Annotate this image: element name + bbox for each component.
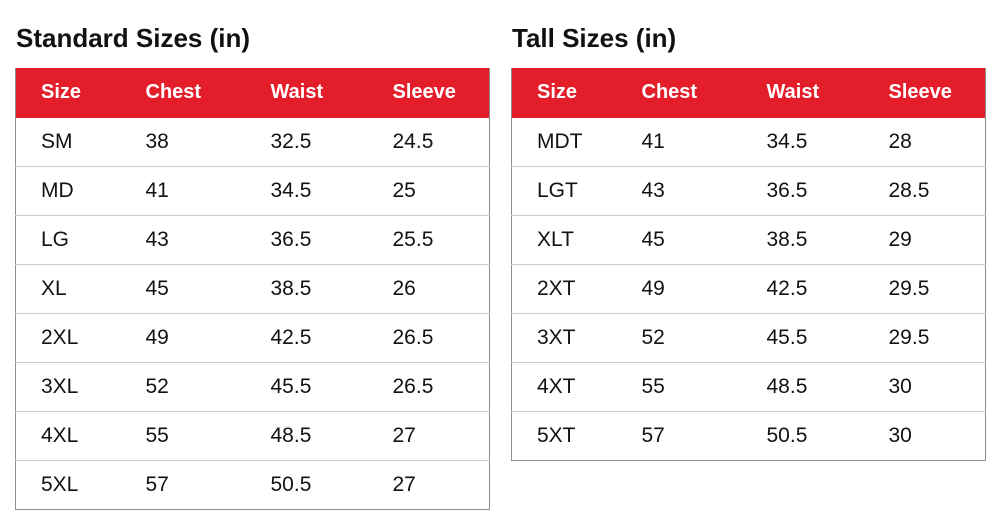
cell-waist: 34.5 bbox=[245, 166, 368, 216]
header-row: Size Chest Waist Sleeve bbox=[511, 67, 986, 118]
table-row: LGT 43 36.5 28.5 bbox=[511, 166, 986, 216]
cell-size: 5XT bbox=[511, 411, 617, 461]
column-header-waist: Waist bbox=[741, 67, 864, 118]
cell-chest: 57 bbox=[616, 411, 742, 461]
tall-sizes-section: Tall Sizes (in) Size Chest Waist Sleeve … bbox=[511, 0, 986, 462]
size-charts: Standard Sizes (in) Size Chest Waist Sle… bbox=[15, 0, 986, 511]
cell-chest: 43 bbox=[120, 215, 246, 265]
cell-sleeve: 26.5 bbox=[367, 313, 490, 363]
cell-size: SM bbox=[41, 130, 73, 154]
table-row: 4XT 55 48.5 30 bbox=[511, 362, 986, 412]
cell-sleeve: 29.5 bbox=[863, 264, 986, 314]
cell-sleeve: 30 bbox=[863, 411, 986, 461]
standard-sizes-title: Standard Sizes (in) bbox=[16, 23, 251, 53]
cell-size: 2XT bbox=[511, 264, 617, 314]
cell-chest: 55 bbox=[616, 362, 742, 412]
cell-size: 4XL bbox=[15, 411, 121, 461]
column-header-waist: Waist bbox=[245, 67, 368, 118]
standard-sizes-section: Standard Sizes (in) Size Chest Waist Sle… bbox=[15, 0, 490, 511]
cell-waist: 36.5 bbox=[741, 166, 864, 216]
table-row: 2XL 49 42.5 26.5 bbox=[15, 313, 490, 363]
cell-size: LG bbox=[15, 215, 121, 265]
cell-waist: 45.5 bbox=[245, 362, 368, 412]
cell-waist: 50.5 bbox=[245, 460, 368, 510]
cell-chest: 49 bbox=[616, 264, 742, 314]
table-row: 3XL 52 45.5 26.5 bbox=[15, 362, 490, 412]
table-header: Size Chest Waist Sleeve bbox=[15, 67, 490, 118]
cell-waist: 34.5 bbox=[766, 130, 808, 154]
cell-sleeve: 25 bbox=[367, 166, 490, 216]
cell-waist: 38.5 bbox=[245, 264, 368, 314]
cell-size: 5XL bbox=[15, 460, 121, 510]
table-row: 4XL 55 48.5 27 bbox=[15, 411, 490, 461]
cell-sleeve: 28 bbox=[888, 130, 912, 154]
cell-waist: 48.5 bbox=[741, 362, 864, 412]
cell-size: 3XL bbox=[15, 362, 121, 412]
cell-sleeve: 29.5 bbox=[863, 313, 986, 363]
cell-size: 3XT bbox=[511, 313, 617, 363]
header-row: Size Chest Waist Sleeve bbox=[15, 67, 490, 118]
cell-sleeve: 24.5 bbox=[392, 130, 434, 154]
table-row: MDT 41 34.5 28 bbox=[512, 118, 986, 167]
tall-sizes-table: Size Chest Waist Sleeve MDT 41 34.5 28 LGT 43… bbox=[511, 67, 986, 462]
column-header-size: Size bbox=[15, 67, 121, 118]
column-header-chest: Chest bbox=[120, 67, 246, 118]
column-header-size: Size bbox=[511, 67, 617, 118]
tall-sizes-title: Tall Sizes (in) bbox=[512, 23, 677, 53]
table-row: 5XL 57 50.5 27 bbox=[15, 460, 490, 510]
cell-sleeve: 28.5 bbox=[863, 166, 986, 216]
cell-size: MD bbox=[15, 166, 121, 216]
cell-chest: 52 bbox=[616, 313, 742, 363]
cell-sleeve: 27 bbox=[367, 460, 490, 510]
cell-waist: 38.5 bbox=[741, 215, 864, 265]
standard-sizes-table: Size Chest Waist Sleeve SM 38 32.5 24.5 MD 41… bbox=[15, 67, 490, 511]
cell-size: 2XL bbox=[15, 313, 121, 363]
cell-waist: 48.5 bbox=[245, 411, 368, 461]
column-header-sleeve: Sleeve bbox=[367, 67, 490, 118]
table-header: Size Chest Waist Sleeve bbox=[511, 67, 986, 118]
cell-sleeve: 30 bbox=[863, 362, 986, 412]
cell-chest: 41 bbox=[641, 130, 665, 154]
table-row: MD 41 34.5 25 bbox=[15, 166, 490, 216]
table-body: SM 38 32.5 24.5 MD 41 34.5 25 LG 43 36.5 25.5 XL 45 38… bbox=[15, 118, 490, 510]
cell-chest: 52 bbox=[120, 362, 246, 412]
cell-chest: 45 bbox=[616, 215, 742, 265]
cell-chest: 43 bbox=[616, 166, 742, 216]
cell-waist: 32.5 bbox=[270, 130, 312, 154]
cell-chest: 45 bbox=[120, 264, 246, 314]
table-row: 2XT 49 42.5 29.5 bbox=[511, 264, 986, 314]
cell-waist: 42.5 bbox=[245, 313, 368, 363]
table-row: XL 45 38.5 26 bbox=[15, 264, 490, 314]
cell-waist: 36.5 bbox=[245, 215, 368, 265]
cell-size: XLT bbox=[511, 215, 617, 265]
column-header-chest: Chest bbox=[616, 67, 742, 118]
cell-size: MDT bbox=[537, 130, 583, 154]
cell-sleeve: 26.5 bbox=[367, 362, 490, 412]
table-row: 5XT 57 50.5 30 bbox=[511, 411, 986, 461]
cell-chest: 57 bbox=[120, 460, 246, 510]
table-row: XLT 45 38.5 29 bbox=[511, 215, 986, 265]
table-row: LG 43 36.5 25.5 bbox=[15, 215, 490, 265]
cell-chest: 38 bbox=[145, 130, 169, 154]
column-header-sleeve: Sleeve bbox=[863, 67, 986, 118]
cell-waist: 42.5 bbox=[741, 264, 864, 314]
table-body: MDT 41 34.5 28 LGT 43 36.5 28.5 XLT 45 38.5 29 2XT 49… bbox=[511, 118, 986, 461]
cell-size: 4XT bbox=[511, 362, 617, 412]
cell-sleeve: 25.5 bbox=[367, 215, 490, 265]
cell-sleeve: 26 bbox=[367, 264, 490, 314]
cell-size: LGT bbox=[511, 166, 617, 216]
cell-chest: 55 bbox=[120, 411, 246, 461]
cell-waist: 45.5 bbox=[741, 313, 864, 363]
cell-size: XL bbox=[15, 264, 121, 314]
cell-sleeve: 27 bbox=[367, 411, 490, 461]
cell-chest: 49 bbox=[120, 313, 246, 363]
cell-sleeve: 29 bbox=[863, 215, 986, 265]
table-row: 3XT 52 45.5 29.5 bbox=[511, 313, 986, 363]
cell-waist: 50.5 bbox=[741, 411, 864, 461]
table-row: SM 38 32.5 24.5 bbox=[16, 118, 490, 167]
cell-chest: 41 bbox=[120, 166, 246, 216]
